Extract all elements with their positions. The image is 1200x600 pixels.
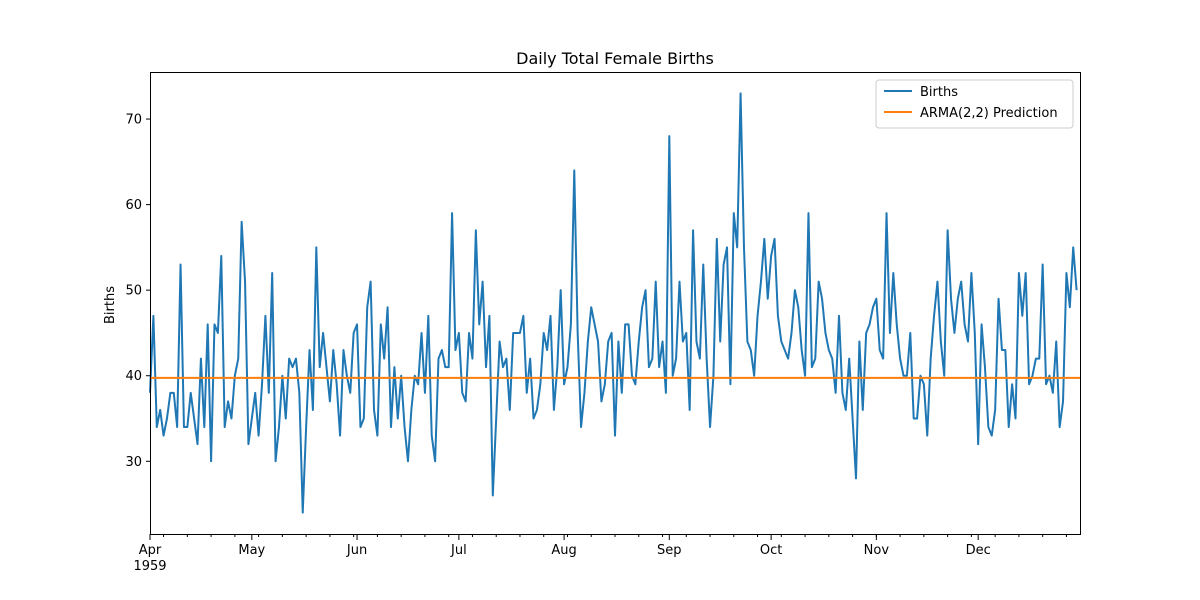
x-tick-label: Oct [760, 543, 782, 558]
y-tick-label: 50 [125, 284, 142, 299]
y-axis: 30 40 50 60 70 [125, 113, 150, 470]
x-tick-label: May [238, 543, 265, 558]
legend: Births ARMA(2,2) Prediction [875, 79, 1074, 129]
x-tick-label: Sep [657, 543, 682, 558]
series-line-births [149, 92, 1078, 514]
y-tick-label: 60 [125, 198, 142, 213]
x-tick-label: Nov [864, 543, 890, 558]
y-axis-title: Births [103, 286, 118, 324]
y-tick-label: 70 [125, 113, 142, 128]
legend-box [875, 79, 1074, 129]
x-tick-label: Dec [966, 543, 991, 558]
plot-area [149, 92, 1080, 514]
legend-label-births: Births [920, 85, 958, 100]
x-tick-label: Jul [450, 543, 467, 558]
x-tick-label: Jun [346, 543, 367, 558]
x-tick-label: Apr [139, 543, 162, 558]
plot-frame [150, 72, 1081, 535]
chart-title: Daily Total Female Births [516, 49, 714, 68]
legend-label-prediction: ARMA(2,2) Prediction [920, 106, 1058, 121]
y-tick-label: 30 [125, 455, 142, 470]
x-tick-label: Aug [551, 543, 576, 558]
x-tick-sublabel: 1959 [133, 559, 166, 574]
y-tick-label: 40 [125, 369, 142, 384]
